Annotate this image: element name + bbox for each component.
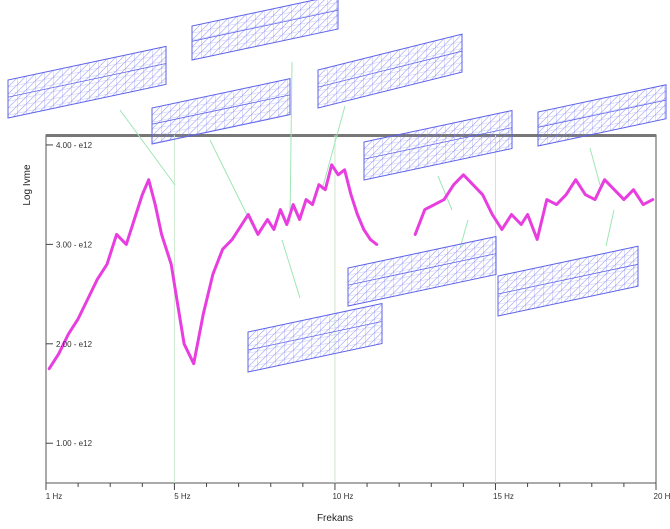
frequency-response-line [47,163,655,371]
connector-line [459,219,469,249]
connector-line [289,61,293,223]
truss-outline [363,109,513,181]
series-segment [47,163,379,371]
truss-chord [8,63,166,98]
mode-shape-truss [497,245,639,317]
y-tick-label: 3.00 - e12 [56,240,93,249]
mode-shape-overlays [7,0,667,373]
truss-outline [317,33,463,109]
x-tick-label: 15 Hz [493,492,514,501]
truss-body [538,84,666,146]
mode-shape-truss [537,84,667,147]
truss-body [8,46,166,118]
y-tick-label: 1.00 - e12 [56,439,93,448]
connector-line [209,139,253,226]
truss-body [318,34,462,108]
truss-outline [497,245,639,317]
x-axis-ticks: 1 Hz 5 Hz 10 Hz 15 Hz 20 Hz [45,483,670,501]
truss-chord [498,263,638,295]
truss-chord [348,253,496,286]
x-axis-title: Frekans [317,513,353,524]
truss-body [348,236,496,306]
y-tick-label: 2.00 - e12 [56,340,93,349]
truss-chord [192,9,338,42]
vertical-grid-lines [173,135,496,483]
mode-shape-truss [7,45,167,119]
mode-shape-truss [347,235,497,307]
connector-line [437,175,453,211]
connector-line [321,105,346,191]
y-tick-label: 4.00 - e12 [56,141,93,150]
x-tick-label: 5 Hz [174,492,190,501]
connector-line [605,209,615,247]
truss-body [364,110,512,180]
truss-body [192,0,338,60]
x-tick-label: 1 Hz [46,492,62,501]
x-tick-label: 10 Hz [332,492,353,501]
truss-outline [151,78,291,145]
truss-chord [538,99,666,128]
mode-shape-connectors [119,61,615,299]
truss-outline [7,45,167,119]
truss-chord [248,321,382,351]
truss-chord [152,94,290,125]
plot-top-band [46,134,656,137]
x-tick-label: 20 Hz [654,492,670,501]
mode-shape-truss [191,0,339,61]
truss-body [152,78,290,144]
mode-shape-truss [363,109,513,181]
series-segment [413,173,655,241]
mode-shape-truss [247,302,383,373]
y-axis-title: Log Ivme [22,164,33,206]
connector-line [589,147,601,186]
truss-chord [364,127,512,160]
truss-outline [247,302,383,373]
mode-shape-truss [151,78,291,145]
truss-body [498,246,638,316]
connector-line [119,109,176,186]
truss-outline [191,0,339,61]
truss-outline [537,84,667,147]
truss-outline [347,235,497,307]
y-axis-ticks: 1.00 - e12 2.00 - e12 3.00 - e12 4.00 - e12 [46,141,93,448]
plot-area [45,134,657,484]
truss-chord [318,50,462,88]
mode-shape-truss [317,33,463,109]
truss-body [248,303,382,372]
connector-line [281,239,301,299]
